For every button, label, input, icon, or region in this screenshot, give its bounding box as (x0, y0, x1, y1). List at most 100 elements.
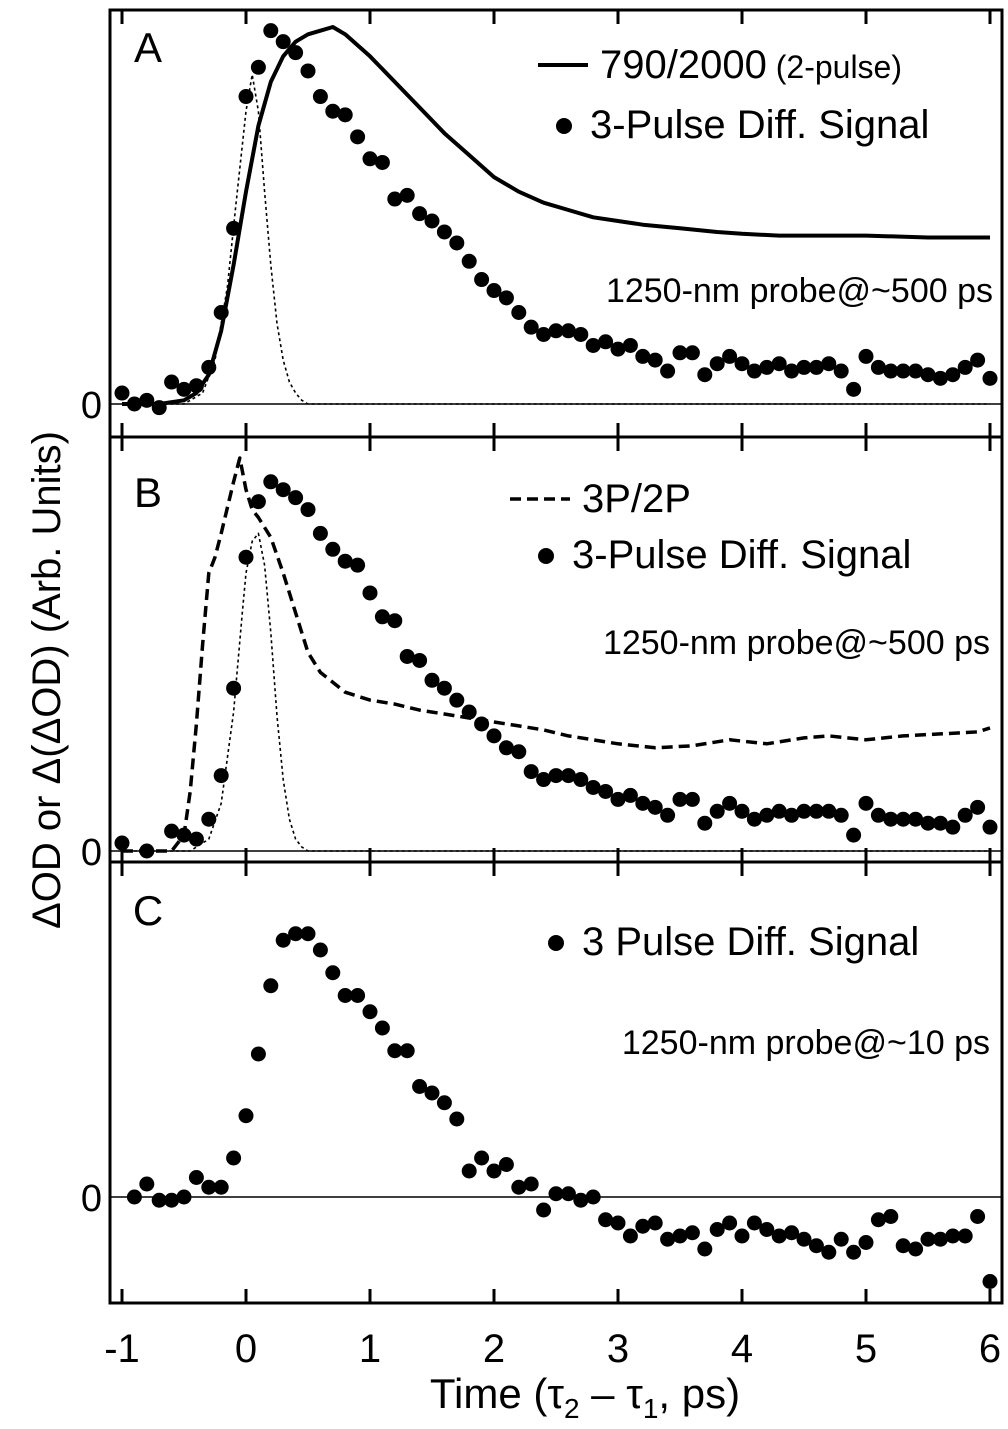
data-point (759, 359, 775, 375)
data-point (573, 772, 589, 788)
data-point (808, 359, 824, 375)
data-point (523, 764, 539, 780)
data-point (920, 815, 936, 831)
data-point (796, 1231, 812, 1247)
data-point (796, 803, 812, 819)
data-point (362, 1004, 378, 1020)
data-point (846, 381, 862, 397)
data-point (151, 1192, 167, 1208)
data-point (362, 585, 378, 601)
legend-label: 3P/2P (582, 477, 691, 521)
data-point (697, 1241, 713, 1257)
data-point (771, 803, 787, 819)
data-point (808, 803, 824, 819)
data-point (436, 680, 452, 696)
data-point (932, 815, 948, 831)
data-point (176, 381, 192, 397)
data-point (920, 1231, 936, 1247)
series-line-dotted (122, 532, 990, 852)
data-point (722, 795, 738, 811)
data-point (213, 768, 229, 784)
legend-entry: 790/2000 (2-pulse) (538, 43, 902, 87)
data-point (895, 1238, 911, 1254)
data-point (449, 692, 465, 708)
data-point (461, 704, 477, 720)
data-point (424, 672, 440, 688)
data-point (424, 1085, 440, 1101)
data-point (759, 807, 775, 823)
data-point (263, 23, 279, 39)
data-point (213, 305, 229, 320)
data-point (932, 1231, 948, 1247)
data-point (883, 363, 899, 379)
data-point (474, 1150, 490, 1166)
data-point (362, 151, 378, 167)
data-point (399, 187, 415, 203)
legend-label: 790/2000 (2-pulse) (600, 43, 902, 87)
data-point (821, 1244, 837, 1260)
data-point (486, 728, 502, 744)
legend-label-small: (2-pulse) (767, 49, 902, 85)
data-point (312, 525, 328, 541)
data-point (870, 807, 886, 823)
data-point (821, 803, 837, 819)
data-point (387, 1043, 403, 1059)
x-tick-label: 2 (483, 1327, 505, 1371)
legend-entry: 3P/2P (510, 477, 691, 521)
data-point (374, 609, 390, 625)
data-point (610, 1215, 626, 1231)
data-point (697, 815, 713, 831)
data-point (635, 348, 651, 364)
data-point (920, 367, 936, 383)
x-tick-label: 6 (979, 1327, 1001, 1371)
data-point (598, 334, 614, 350)
data-point (139, 843, 155, 859)
data-point (945, 1228, 961, 1244)
data-point (945, 819, 961, 835)
data-point (560, 768, 576, 784)
data-point (288, 490, 304, 506)
data-point (672, 1228, 688, 1244)
data-point (449, 1111, 465, 1127)
data-point (337, 988, 353, 1003)
data-point (908, 811, 924, 827)
data-point (523, 319, 539, 335)
data-point (164, 1192, 180, 1208)
data-point (536, 326, 552, 342)
data-point (672, 345, 688, 361)
data-point (585, 1189, 601, 1205)
data-point (201, 359, 217, 375)
data-point (560, 323, 576, 339)
data-point (821, 356, 837, 372)
data-point (126, 1189, 142, 1205)
data-point (833, 807, 849, 823)
data-point (573, 326, 589, 342)
data-point (982, 819, 998, 835)
data-point (250, 494, 266, 510)
panel-annotation: 1250-nm probe@~500 ps (603, 624, 990, 662)
data-point (660, 1231, 676, 1247)
data-point (176, 827, 192, 843)
data-point (709, 356, 725, 372)
data-point (883, 811, 899, 827)
data-point (511, 744, 527, 760)
data-point (672, 791, 688, 807)
data-point (684, 1225, 700, 1241)
data-point (660, 363, 676, 379)
data-point (176, 1189, 192, 1205)
data-point (461, 253, 477, 269)
panel-annotation: 1250-nm probe@~500 ps (606, 272, 993, 310)
data-point (870, 359, 886, 375)
data-point (412, 652, 428, 668)
data-point (932, 370, 948, 386)
data-point (784, 807, 800, 823)
data-point (188, 1170, 204, 1185)
data-point (796, 359, 812, 375)
data-point (238, 1108, 254, 1124)
data-point (784, 363, 800, 379)
series-line-dashed (122, 456, 991, 853)
data-point (300, 502, 316, 518)
data-point (846, 1244, 862, 1260)
data-point (598, 1212, 614, 1228)
